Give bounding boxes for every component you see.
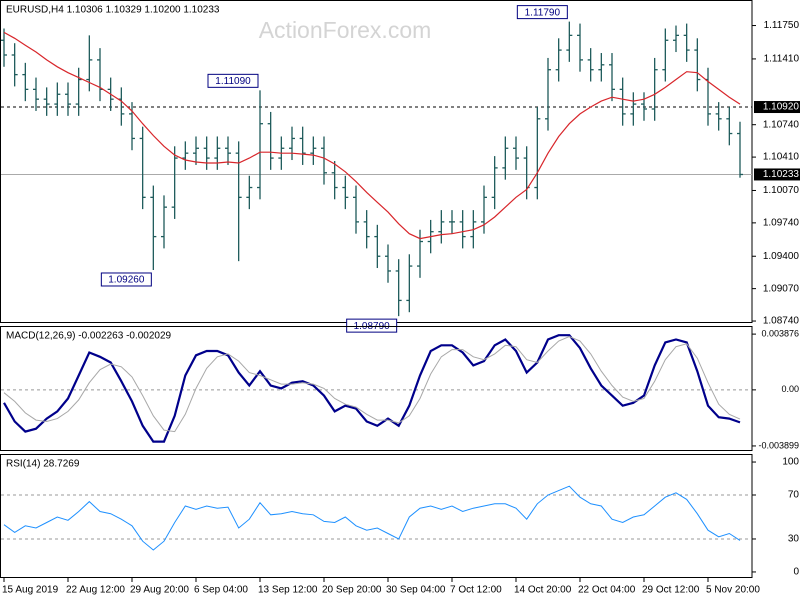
annotation-label: 1.11090 (215, 76, 251, 87)
x-tick-label: 7 Oct 12:00 (450, 585, 502, 596)
x-tick-label: 5 Nov 20:00 (706, 585, 760, 596)
price-level-box (754, 168, 800, 181)
panel-frame (0, 454, 753, 578)
price-level-label: 1.10920 (763, 102, 800, 113)
x-tick-label: 29 Oct 12:00 (642, 585, 700, 596)
y-tick-label: 1.09070 (763, 283, 800, 294)
annotation-box (100, 272, 152, 287)
y-tick-label: -0.003899 (758, 440, 799, 450)
price-level-box (754, 101, 800, 114)
x-tick-label: 30 Sep 04:00 (386, 585, 446, 596)
y-tick-label: 1.10410 (763, 152, 800, 163)
y-tick-label: 70 (788, 490, 800, 501)
y-tick-label: 100 (782, 457, 799, 468)
y-tick-label: 1.08740 (763, 316, 800, 327)
x-tick-label: 15 Aug 2019 (2, 585, 59, 596)
y-tick-label: 1.10070 (763, 185, 800, 196)
x-tick-label: 6 Sep 04:00 (194, 585, 248, 596)
y-tick-label: 0.00 (781, 384, 799, 394)
y-tick-label: 30 (788, 534, 800, 545)
x-tick-label: 13 Sep 12:00 (258, 585, 318, 596)
y-tick-label: 1.11410 (764, 54, 800, 65)
indicator-line (3, 336, 741, 433)
y-tick-label: 1.09400 (763, 251, 800, 262)
watermark: ActionForex.com (259, 17, 432, 43)
moving-average (3, 31, 741, 240)
x-tick-label: 22 Oct 04:00 (578, 585, 636, 596)
y-tick-label: 1.11750 (764, 20, 800, 31)
panel-title: RSI(14) 28.7269 (6, 459, 80, 470)
x-tick-label: 20 Sep 20:00 (322, 585, 382, 596)
x-tick-label: 29 Aug 20:00 (130, 585, 189, 596)
annotation-box (346, 318, 398, 333)
annotation-label: 1.09260 (108, 275, 145, 286)
y-tick-label: 0 (793, 567, 799, 578)
y-tick-label: 1.09740 (763, 218, 800, 229)
annotation-label: 1.11790 (525, 7, 561, 18)
annotation-box (516, 5, 568, 20)
x-tick-label: 14 Oct 20:00 (514, 585, 572, 596)
panel-frame (0, 326, 753, 451)
indicator-line (3, 334, 741, 443)
panel-title: EURUSD,H4 1.10306 1.10329 1.10200 1.1023… (6, 5, 220, 16)
price-level-label: 1.10233 (763, 169, 800, 180)
y-tick-label: 0.003876 (761, 328, 799, 338)
y-tick-label: 1.10740 (763, 119, 800, 130)
annotation-box (207, 73, 259, 88)
x-tick-label: 22 Aug 12:00 (66, 585, 125, 596)
indicator-line (3, 485, 741, 551)
panel-title: MACD(12,26,9) -0.002263 -0.002029 (6, 331, 172, 342)
